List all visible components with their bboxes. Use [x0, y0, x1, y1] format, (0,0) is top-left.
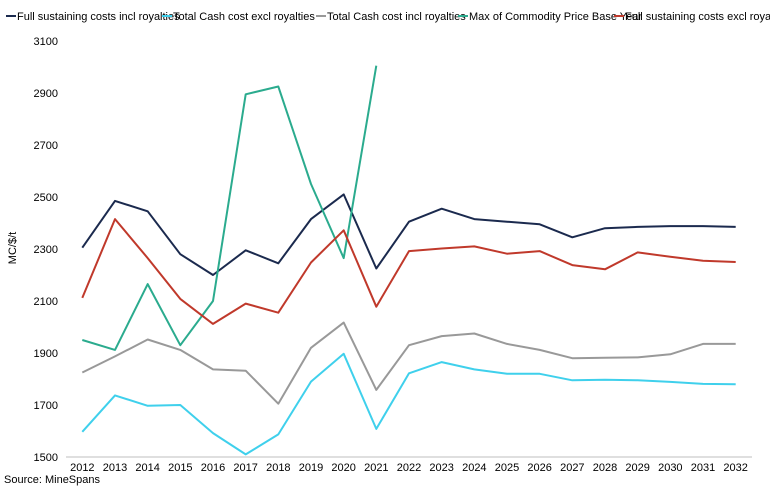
x-tick-label: 2021	[364, 462, 388, 474]
x-tick-label: 2026	[527, 462, 551, 474]
x-tick-label: 2012	[70, 462, 94, 474]
chart-legend: Full sustaining costs incl royaltiesTota…	[6, 11, 770, 23]
legend-label: Total Cash cost incl royalties	[327, 11, 466, 23]
x-tick-label: 2024	[462, 462, 486, 474]
y-tick-label: 2700	[34, 140, 58, 152]
series-line-total-cash-cost-incl-royalties	[81, 321, 736, 405]
x-tick-label: 2030	[658, 462, 682, 474]
y-tick-label: 2100	[34, 296, 58, 308]
x-tick-label: 2022	[397, 462, 421, 474]
x-tick-label: 2018	[266, 462, 290, 474]
legend-label: Full sustaining costs incl royalties	[17, 11, 180, 23]
y-tick-label: 2900	[34, 88, 58, 100]
x-tick-label: 2014	[135, 462, 159, 474]
series-line-max-of-commodity-price-base-year	[82, 65, 378, 351]
x-tick-label: 2025	[495, 462, 519, 474]
x-tick-label: 2013	[103, 462, 127, 474]
x-tick-label: 2023	[429, 462, 453, 474]
y-tick-label: 2500	[34, 192, 58, 204]
x-tick-label: 2027	[560, 462, 584, 474]
series-line-total-cash-cost-excl-royalties	[81, 352, 736, 456]
x-tick-label: 2016	[201, 462, 225, 474]
legend-item: Full sustaining costs excl royalties	[614, 11, 770, 23]
y-tick-label: 1500	[34, 452, 58, 464]
source-note: Source: MineSpans	[4, 474, 100, 486]
legend-label: Full sustaining costs excl royalties	[625, 11, 770, 23]
x-tick-label: 2015	[168, 462, 192, 474]
x-tick-label: 2017	[233, 462, 257, 474]
x-axis-ticks: 2012 2013 2014 2015 2016 2017 2018 2019 2020 2021…	[70, 462, 748, 474]
legend-label: Max of Commodity Price Base Year	[469, 11, 642, 23]
y-axis-ticks: 1500 1700 1900 2100 2300 2500 2700 2900 3100	[34, 36, 58, 464]
legend-item: Max of Commodity Price Base Year	[458, 11, 642, 23]
y-tick-label: 3100	[34, 36, 58, 48]
y-tick-label: 1900	[34, 348, 58, 360]
x-tick-label: 2020	[331, 462, 355, 474]
y-tick-label: 1700	[34, 400, 58, 412]
x-tick-label: 2029	[625, 462, 649, 474]
x-tick-label: 2019	[299, 462, 323, 474]
x-tick-label: 2031	[691, 462, 715, 474]
legend-item: Full sustaining costs incl royalties	[6, 11, 180, 23]
series-lines	[81, 65, 736, 456]
x-tick-label: 2028	[593, 462, 617, 474]
series-line-full-sustaining-costs-incl-royalties	[81, 193, 736, 276]
y-tick-label: 2300	[34, 244, 58, 256]
legend-label: Total Cash cost excl royalties	[173, 11, 315, 23]
series-line-full-sustaining-costs-excl-royalties	[81, 218, 736, 325]
legend-item: Total Cash cost incl royalties	[316, 11, 466, 23]
y-axis-label: MC/$/t	[7, 232, 19, 264]
legend-item: Total Cash cost excl royalties	[162, 11, 315, 23]
x-tick-label: 2032	[723, 462, 747, 474]
